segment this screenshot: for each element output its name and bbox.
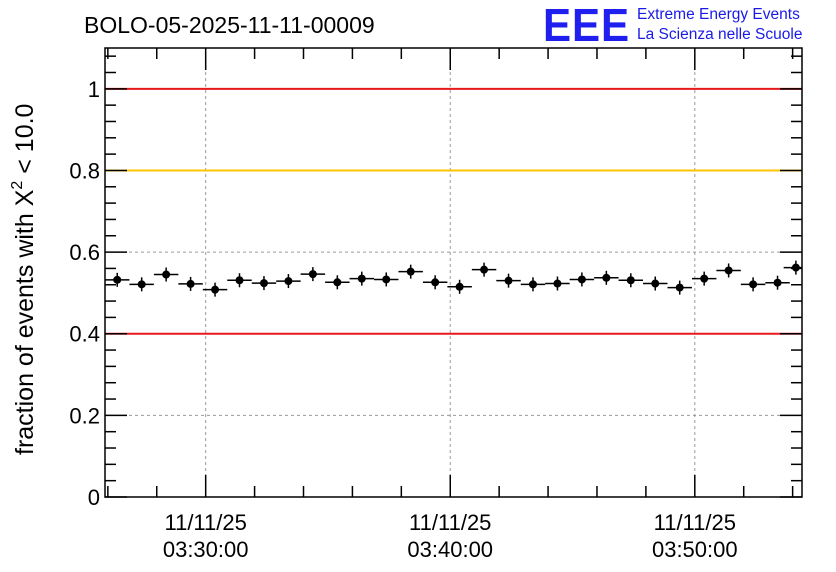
- data-point: [716, 263, 741, 278]
- data-point: [178, 276, 203, 291]
- x-tick-label-time: 03:40:00: [407, 537, 493, 562]
- data-point: [740, 277, 766, 292]
- data-point-marker: [162, 270, 171, 279]
- x-tick-label-date: 11/11/25: [164, 510, 246, 535]
- data-point-marker: [651, 279, 660, 288]
- data-point: [520, 277, 546, 292]
- x-tick-label-date: 11/11/25: [409, 510, 491, 535]
- x-tick-label-time: 03:30:00: [163, 537, 249, 562]
- data-point: [765, 275, 790, 290]
- data-point: [471, 262, 497, 277]
- x-tick-label-date: 11/11/25: [654, 510, 736, 535]
- data-point-marker: [235, 276, 244, 285]
- y-tick-label: 1: [88, 77, 100, 102]
- y-tick-label: 0.6: [69, 240, 100, 265]
- data-point-marker: [137, 280, 146, 289]
- chart-title: BOLO-05-2025-11-11-00009: [84, 12, 375, 38]
- data-point-marker: [406, 267, 415, 276]
- axis-ticks: [105, 48, 802, 498]
- data-point: [618, 273, 644, 288]
- data-point: [374, 272, 399, 287]
- reference-lines: [105, 87, 802, 335]
- data-point-marker: [455, 282, 464, 291]
- data-point-marker: [284, 277, 293, 286]
- data-point-marker: [791, 263, 800, 272]
- data-point: [569, 272, 595, 287]
- data-point-marker: [700, 274, 709, 283]
- data-point: [496, 273, 521, 288]
- data-point-marker: [211, 285, 220, 294]
- data-point-marker: [382, 275, 391, 284]
- data-point-marker: [528, 280, 537, 289]
- grid: [105, 48, 802, 497]
- tick-labels: 00.20.40.60.8111/11/2503:30:0011/11/2503…: [69, 77, 737, 562]
- plot-frame: [104, 47, 803, 498]
- data-point: [153, 267, 179, 282]
- data-point-marker: [480, 265, 489, 274]
- data-point: [398, 264, 423, 279]
- data-point-marker: [333, 278, 342, 287]
- data-point-marker: [602, 273, 611, 282]
- data-point: [349, 271, 375, 286]
- data-point: [325, 275, 350, 290]
- eee-logo: EEE Extreme Energy Events La Scienza nel…: [543, 0, 802, 51]
- data-point-marker: [749, 280, 758, 289]
- data-point: [276, 274, 301, 289]
- data-point: [643, 276, 668, 291]
- y-tick-label: 0.4: [69, 322, 100, 347]
- data-point: [667, 280, 692, 295]
- y-tick-label: 0.8: [69, 158, 100, 183]
- y-tick-label: 0: [88, 485, 100, 510]
- data-point: [783, 260, 802, 275]
- data-point: [251, 276, 277, 291]
- data-point: [447, 279, 472, 294]
- data-point-marker: [186, 279, 195, 288]
- data-point-marker: [308, 270, 317, 279]
- logo-line2: La Scienza nelle Scuole: [637, 26, 802, 43]
- data-point-marker: [504, 276, 513, 285]
- data-points: [105, 260, 802, 297]
- data-point-marker: [675, 283, 684, 292]
- data-point: [300, 267, 326, 282]
- data-point: [129, 277, 154, 292]
- data-point: [202, 282, 228, 297]
- data-point: [594, 270, 619, 285]
- y-axis-label-base: fraction of events with Χ: [11, 189, 39, 455]
- y-tick-label: 0.2: [69, 403, 100, 428]
- data-point-marker: [357, 274, 366, 283]
- data-point: [545, 276, 570, 291]
- data-point: [105, 272, 130, 287]
- x-tick-label-time: 03:50:00: [652, 537, 738, 562]
- y-axis-label-sup: 2: [9, 181, 26, 190]
- data-point-marker: [113, 275, 122, 284]
- data-point: [691, 271, 717, 286]
- data-point: [227, 273, 252, 288]
- y-axis-label-rest: < 10.0: [11, 104, 39, 181]
- logo-mark: EEE: [543, 0, 630, 51]
- data-point-marker: [724, 266, 733, 275]
- data-point-marker: [553, 279, 562, 288]
- data-point-marker: [626, 276, 635, 285]
- data-point-marker: [431, 278, 440, 287]
- logo-line1: Extreme Energy Events: [637, 6, 800, 23]
- y-axis-label: fraction of events with Χ2 < 10.0: [9, 104, 39, 455]
- data-point-marker: [259, 279, 268, 288]
- data-point: [422, 275, 448, 290]
- data-point-marker: [577, 275, 586, 284]
- data-point-marker: [773, 278, 782, 287]
